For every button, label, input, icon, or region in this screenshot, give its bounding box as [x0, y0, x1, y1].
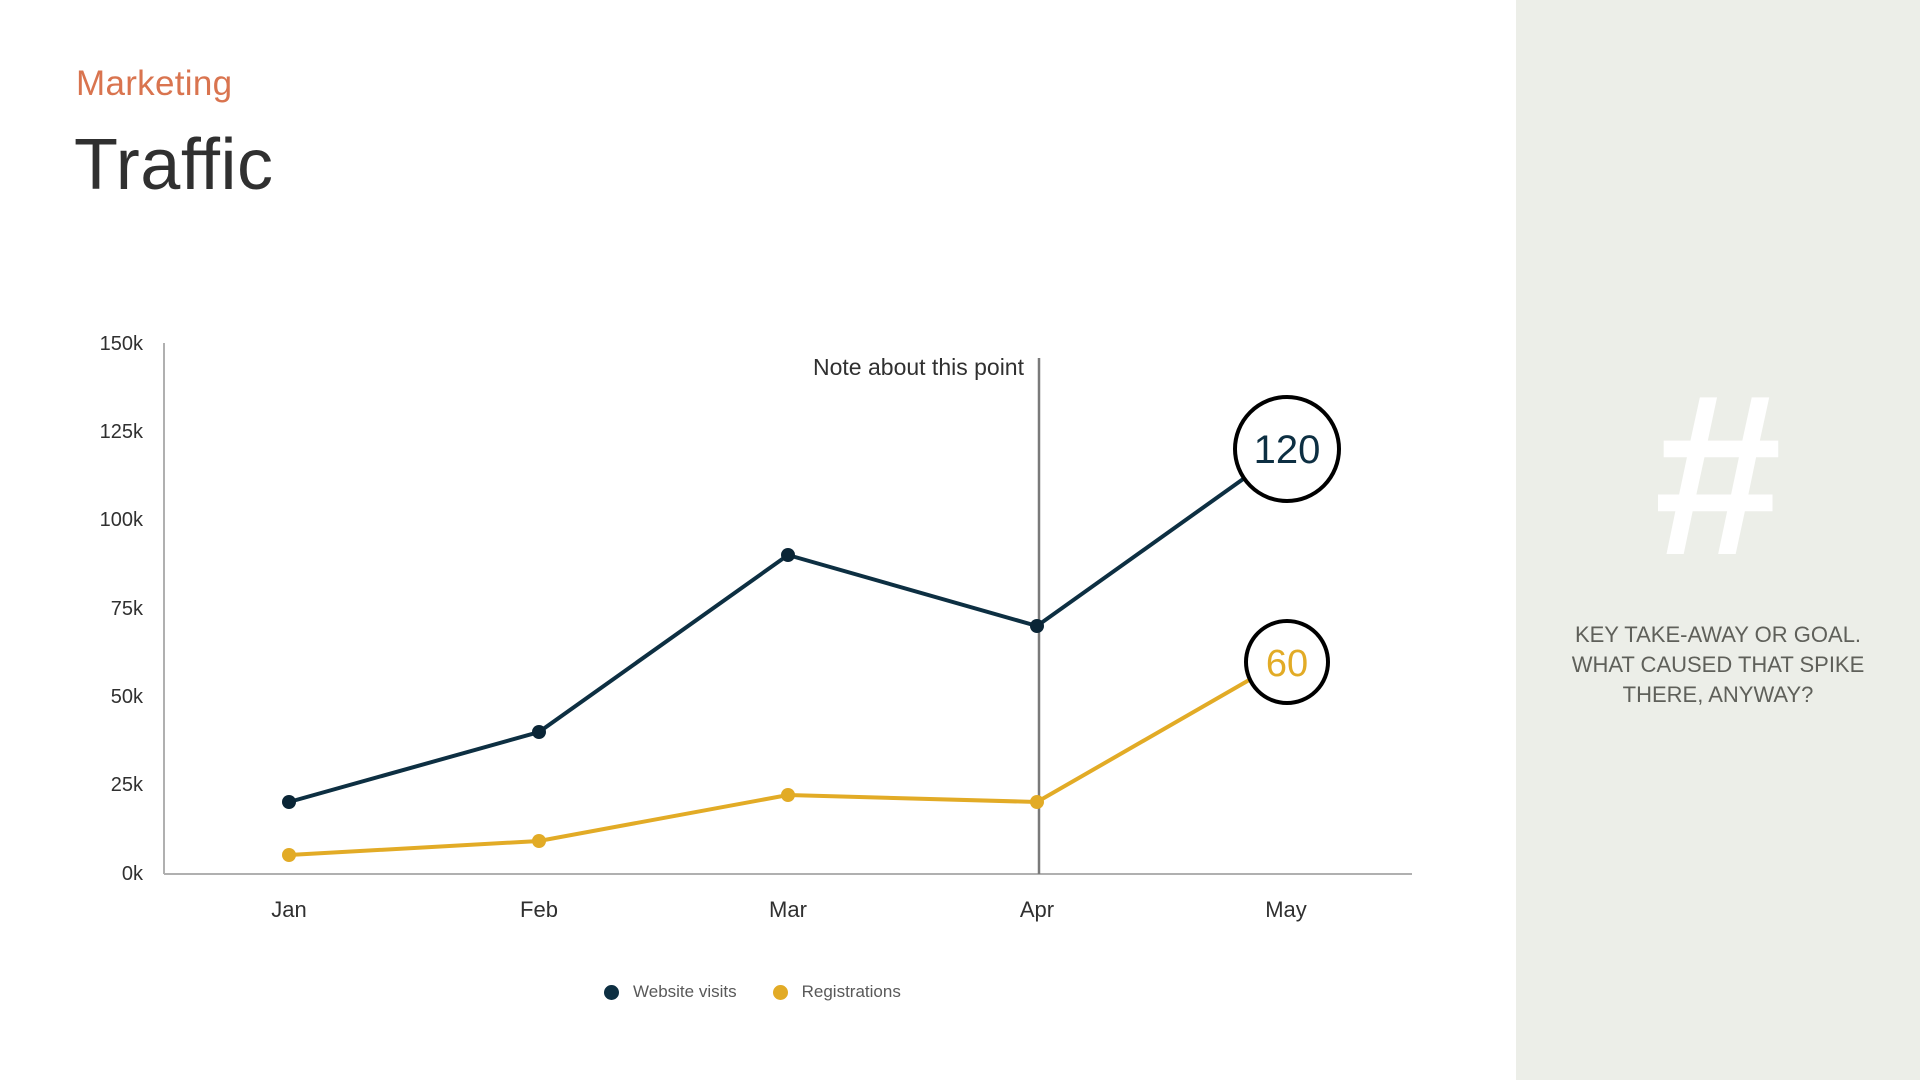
callout-registrations-value: 60	[1266, 643, 1308, 685]
chart-legend: Website visits Registrations	[604, 982, 901, 1002]
hashtag-icon: #	[1654, 346, 1782, 603]
y-tick-label: 100k	[100, 509, 144, 531]
y-axis: 0k 25k 50k 75k 100k 125k 150k	[100, 333, 165, 885]
line-chart: 0k 25k 50k 75k 100k 125k 150k Jan Feb Ma…	[100, 333, 1412, 922]
series-registrations	[282, 666, 1271, 862]
takeaway-line: KEY TAKE-AWAY OR GOAL.	[1574, 622, 1862, 647]
legend-label: Website visits	[633, 982, 737, 1001]
subtitle: Marketing	[76, 64, 233, 103]
legend-dot-icon	[604, 984, 619, 1000]
y-tick-label: 125k	[100, 421, 144, 443]
x-tick-label: Apr	[1020, 897, 1054, 922]
takeaway-line: THERE, ANYWAY?	[1622, 682, 1814, 707]
data-point[interactable]	[1030, 795, 1044, 809]
callout-registrations: 60	[1244, 619, 1330, 705]
callout-visits-value: 120	[1254, 428, 1321, 472]
x-tick-label: Feb	[520, 897, 558, 922]
data-point[interactable]	[532, 725, 546, 739]
data-point[interactable]	[781, 788, 795, 802]
y-tick-label: 150k	[100, 333, 144, 355]
x-axis: Jan Feb Mar Apr May	[164, 873, 1412, 922]
data-point[interactable]	[532, 834, 546, 848]
takeaway-line: WHAT CAUSED THAT SPIKE	[1571, 652, 1865, 677]
legend-item-website-visits[interactable]: Website visits	[604, 982, 737, 1002]
y-tick-label: 0k	[122, 863, 144, 885]
callout-visits: 120	[1233, 395, 1341, 503]
series-website-visits	[282, 465, 1262, 809]
legend-dot-icon	[772, 984, 788, 1000]
takeaway-panel: # KEY TAKE-AWAY OR GOAL. WHAT CAUSED THA…	[1516, 0, 1920, 1080]
data-point[interactable]	[781, 548, 795, 562]
x-tick-label: Mar	[769, 897, 807, 922]
data-point[interactable]	[282, 848, 296, 862]
annotation-note: Note about this point	[813, 354, 1025, 380]
x-tick-label: Jan	[271, 897, 306, 922]
data-point[interactable]	[282, 795, 296, 809]
y-tick-label: 75k	[111, 598, 144, 620]
legend-label: Registrations	[801, 982, 901, 1001]
annotation-line: Note about this point	[813, 354, 1041, 874]
page-title: Traffic	[74, 125, 274, 205]
takeaway-text: KEY TAKE-AWAY OR GOAL. WHAT CAUSED THAT …	[1536, 620, 1900, 710]
y-tick-label: 25k	[111, 774, 144, 796]
y-tick-label: 50k	[111, 686, 144, 708]
x-tick-label: May	[1265, 897, 1307, 922]
legend-item-registrations[interactable]: Registrations	[772, 982, 901, 1002]
data-point[interactable]	[1030, 619, 1044, 633]
